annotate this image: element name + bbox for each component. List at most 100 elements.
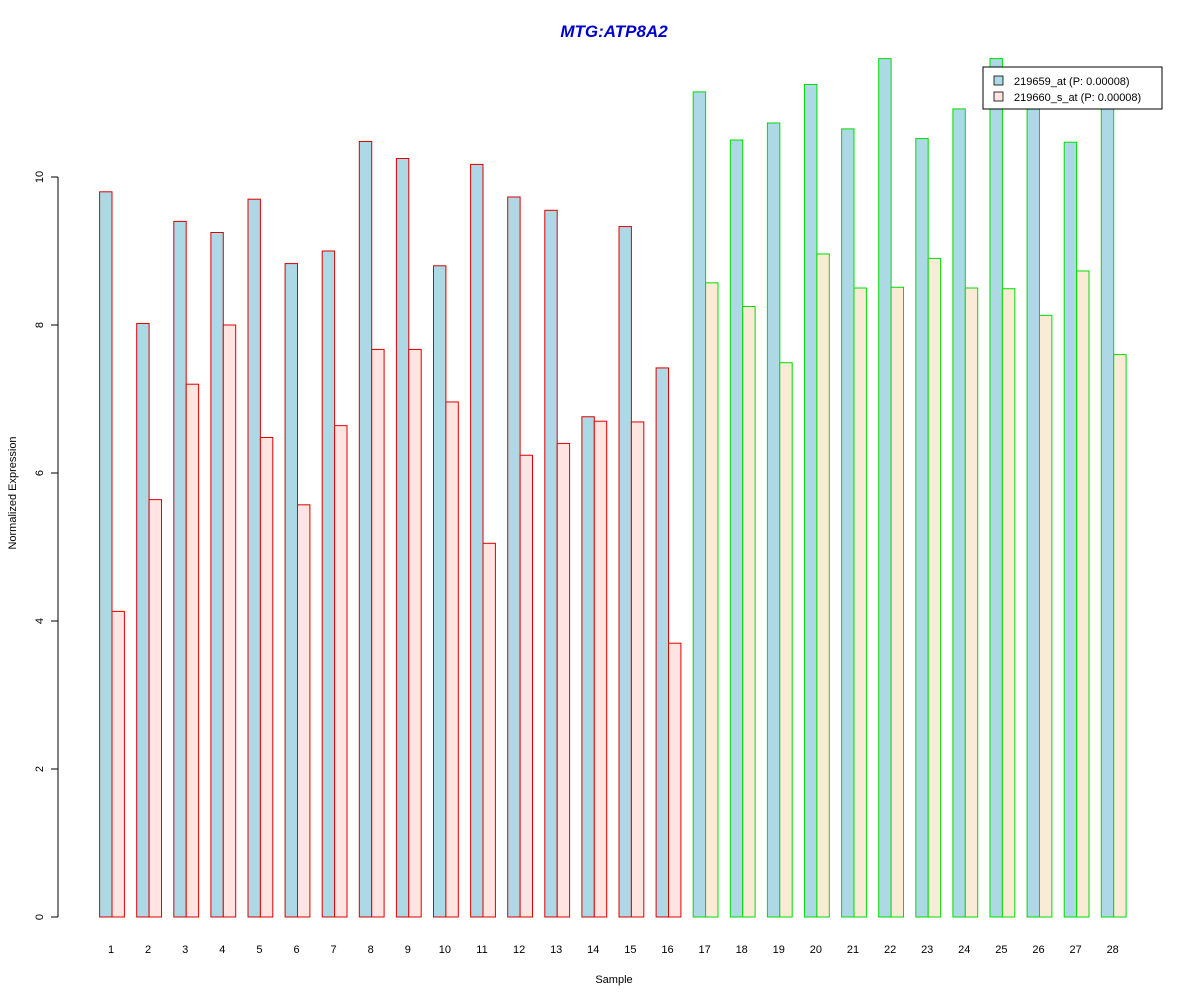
bar-series-1 <box>358 140 373 918</box>
x-tick-label: 8 <box>368 944 374 956</box>
bar-series-2 <box>630 421 645 918</box>
x-tick-label: 22 <box>884 944 896 956</box>
bar-series-1 <box>1100 102 1115 918</box>
bar-series-2 <box>1001 288 1016 918</box>
x-tick-labels: 1 2 3 4 5 6 7 8 9 10 11 12 13 14 15 16 17 18 19 20 21 22 23 24 2… <box>108 944 1119 956</box>
bar-series-1 <box>395 158 410 918</box>
bar-series-1 <box>321 250 336 918</box>
x-tick-label: 23 <box>921 944 933 956</box>
bar-series-2 <box>148 499 163 918</box>
bar-series-1 <box>173 220 187 918</box>
bar-series-2 <box>1113 354 1127 918</box>
bar-series-2 <box>1039 314 1053 918</box>
y-tick-label: 10 <box>34 171 46 183</box>
x-tick-label: 4 <box>219 944 225 956</box>
bar-series-1 <box>618 226 632 918</box>
bar-series-1 <box>136 323 150 918</box>
y-axis-label: Normalized Expression <box>7 436 19 549</box>
x-tick-label: 5 <box>256 944 262 956</box>
x-tick-label: 21 <box>847 944 859 956</box>
x-tick-label: 19 <box>773 944 785 956</box>
bar-series-2 <box>593 420 608 918</box>
x-tick-label: 17 <box>698 944 710 956</box>
x-tick-label: 11 <box>476 944 487 956</box>
x-tick-label: 7 <box>331 944 337 956</box>
x-tick-label: 27 <box>1069 944 1081 956</box>
bar-series-1 <box>433 265 447 918</box>
bar-series-1 <box>841 128 855 918</box>
x-tick-label: 9 <box>405 944 411 956</box>
x-tick-label: 6 <box>293 944 299 956</box>
legend: 219659_at (P: 0.00008) 219660_s_at (P: 0… <box>982 66 1163 110</box>
legend-label-series-2: 219660_s_at (P: 0.00008) <box>1014 92 1141 104</box>
legend-swatch-series-1 <box>993 75 1004 86</box>
bar-series-1 <box>915 138 929 918</box>
bar-series-1 <box>507 196 521 918</box>
x-tick-label: 14 <box>587 944 599 956</box>
x-tick-label: 10 <box>439 944 451 956</box>
x-tick-label: 25 <box>995 944 1007 956</box>
y-tick-label: 2 <box>34 766 46 772</box>
x-tick-label: 24 <box>958 944 970 956</box>
y-tick-label: 4 <box>34 618 46 624</box>
bar-series-1 <box>952 108 966 918</box>
bar-series-1 <box>581 416 595 918</box>
bar-series-1 <box>247 198 261 918</box>
chart-title: MTG:ATP8A2 <box>560 22 668 41</box>
bar-series-1 <box>544 209 558 918</box>
x-tick-label: 18 <box>736 944 748 956</box>
bar-series-2 <box>890 286 904 918</box>
bar-series-1 <box>729 139 744 918</box>
bar-series-2 <box>816 253 830 918</box>
bar-series-2 <box>556 442 571 918</box>
x-tick-label: 3 <box>182 944 188 956</box>
bars-group <box>99 58 1127 918</box>
legend-swatch-series-2 <box>993 91 1004 102</box>
bar-series-2 <box>519 454 533 918</box>
bar-series-2 <box>222 324 237 918</box>
y-tick-label: 6 <box>34 470 46 476</box>
bar-series-2 <box>964 287 979 918</box>
x-tick-label: 12 <box>513 944 525 956</box>
legend-label-series-1: 219659_at (P: 0.00008) <box>1014 76 1130 88</box>
bar-series-1 <box>655 367 669 918</box>
bar-series-2 <box>371 348 385 918</box>
bar-series-2 <box>297 504 311 918</box>
x-tick-label: 13 <box>550 944 562 956</box>
x-tick-label: 1 <box>108 944 114 956</box>
bar-series-2 <box>853 287 867 918</box>
x-tick-label: 2 <box>145 944 151 956</box>
bar-series-2 <box>334 425 348 918</box>
bar-series-2 <box>111 610 125 918</box>
y-tick-label: 0 <box>34 914 46 920</box>
bar-series-1 <box>210 232 224 918</box>
bar-series-2 <box>668 642 682 918</box>
x-tick-label: 16 <box>661 944 673 956</box>
x-tick-label: 15 <box>624 944 636 956</box>
bar-series-2 <box>1076 270 1090 918</box>
x-tick-label: 26 <box>1032 944 1044 956</box>
bar-series-2 <box>482 542 496 918</box>
bar-series-1 <box>692 91 707 918</box>
bar-series-2 <box>779 362 793 918</box>
bar-series-1 <box>470 163 484 918</box>
bar-series-1 <box>284 263 299 918</box>
bar-series-2 <box>185 383 200 918</box>
bar-series-2 <box>408 348 422 918</box>
bar-series-1 <box>99 191 113 918</box>
y-axis: 0 2 4 6 8 10 <box>34 171 59 920</box>
bar-series-1 <box>804 84 818 918</box>
x-tick-label: 20 <box>810 944 822 956</box>
bar-series-1 <box>1063 141 1078 918</box>
x-axis-label: Sample <box>595 974 632 986</box>
bar-series-1 <box>1026 102 1040 918</box>
bar-series-2 <box>705 282 719 918</box>
legend-box <box>982 66 1163 110</box>
y-tick-label: 8 <box>34 322 46 328</box>
bar-series-1 <box>766 122 781 918</box>
bar-series-2 <box>742 306 756 918</box>
bar-series-1 <box>989 58 1003 918</box>
x-tick-label: 28 <box>1107 944 1119 956</box>
bar-series-2 <box>259 436 274 918</box>
